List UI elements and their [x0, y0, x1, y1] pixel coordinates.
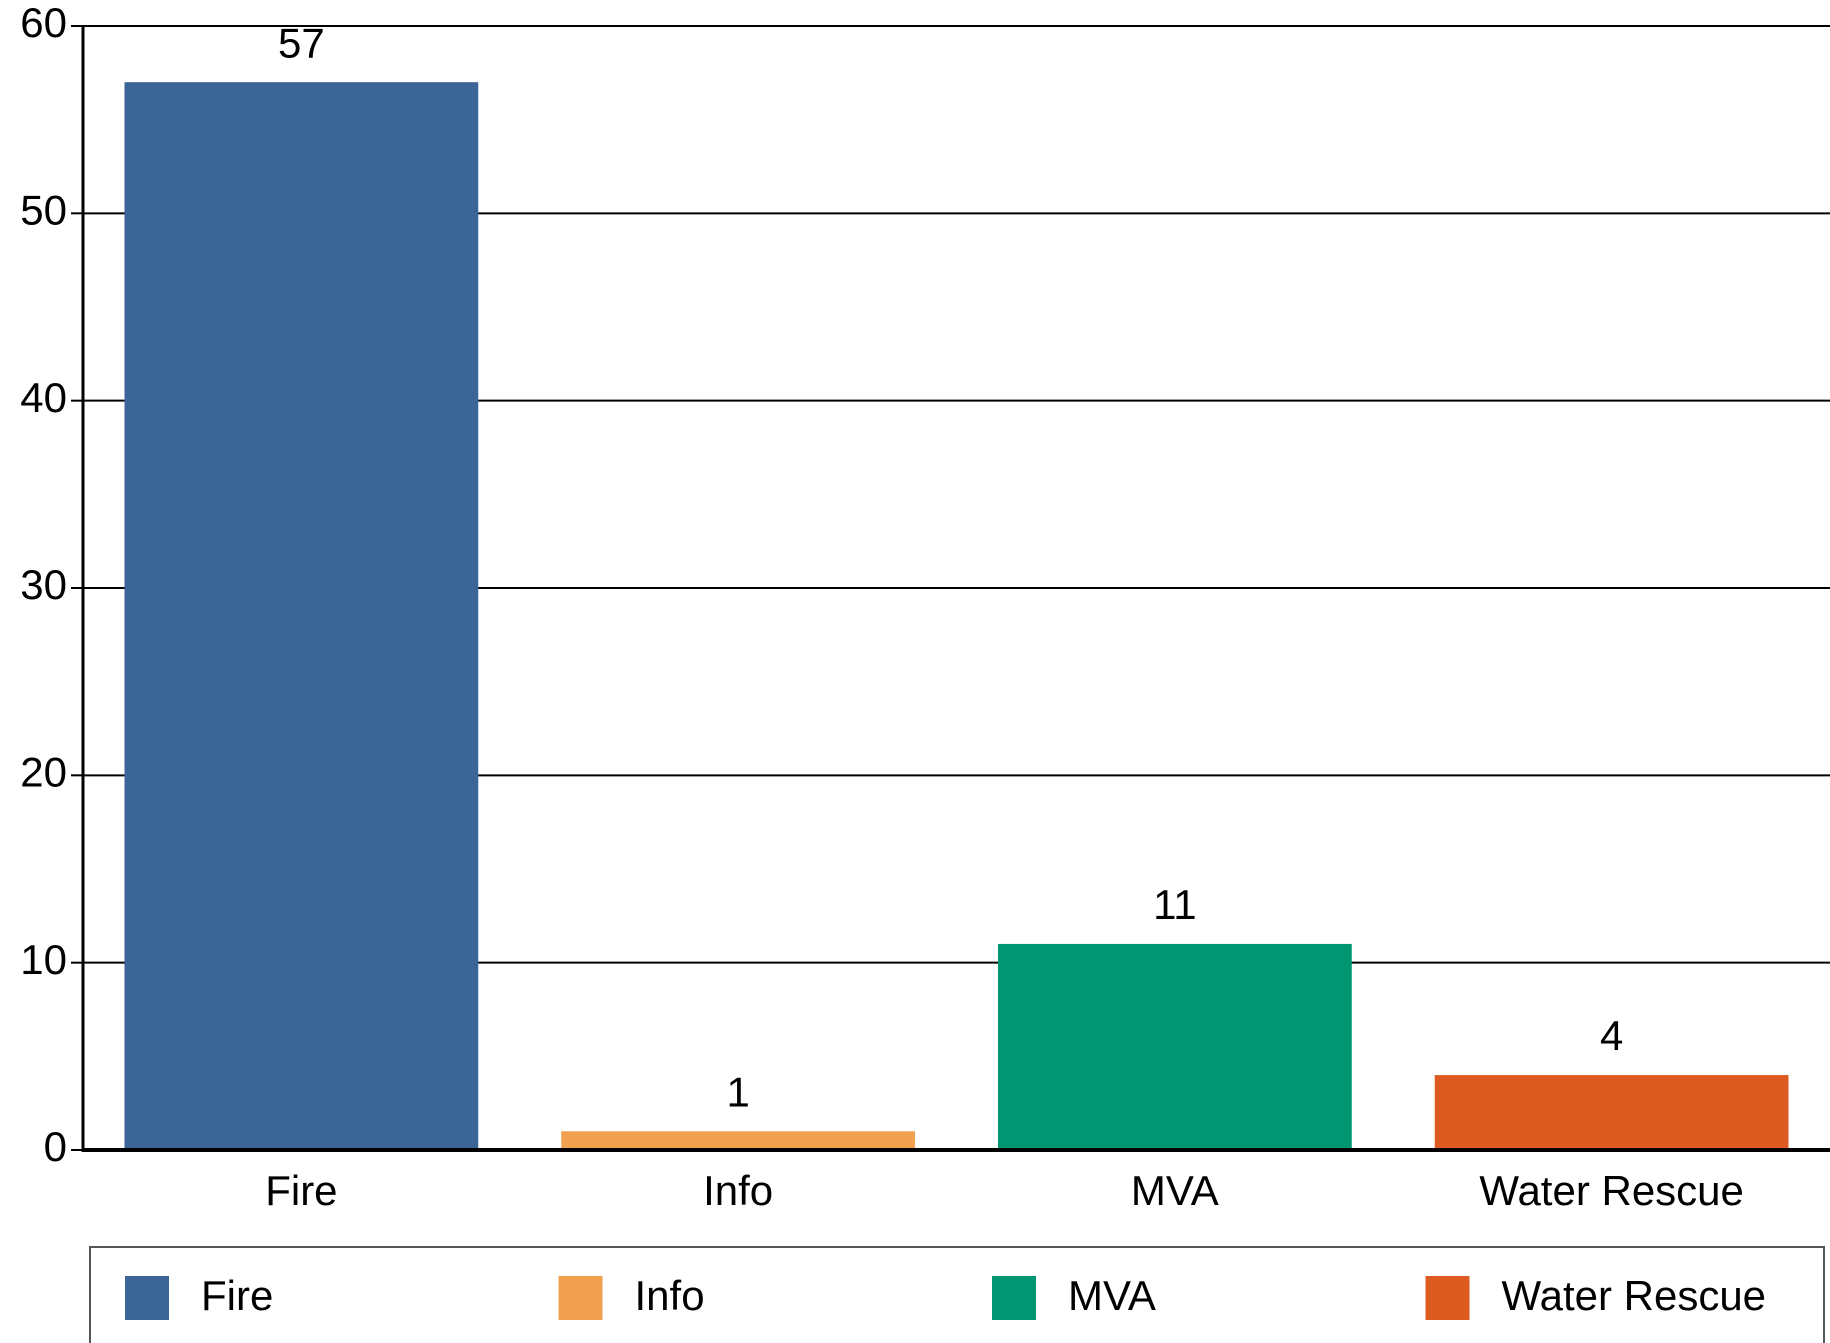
data-label: 57 [278, 19, 325, 66]
legend-swatch [1425, 1276, 1470, 1320]
x-tick-label: Water Rescue [1479, 1167, 1744, 1214]
data-label: 11 [1153, 881, 1197, 928]
x-tick-label: Info [703, 1167, 773, 1214]
legend-swatch [992, 1276, 1036, 1320]
legend-swatch [125, 1276, 169, 1320]
y-tick-label: 50 [20, 186, 67, 233]
y-tick-label: 60 [20, 0, 67, 46]
legend-label: Fire [201, 1272, 273, 1319]
x-tick-label: MVA [1131, 1167, 1219, 1214]
x-tick-label: Fire [265, 1167, 337, 1214]
y-tick-label: 10 [20, 936, 67, 983]
legend-box [89, 1246, 1825, 1343]
bar [1434, 1075, 1789, 1150]
y-tick-label: 20 [20, 748, 67, 795]
legend-label: Water Rescue [1502, 1272, 1767, 1319]
data-label: 4 [1600, 1012, 1623, 1059]
bar [997, 943, 1352, 1150]
legend-label: Info [635, 1272, 705, 1319]
y-tick-label: 30 [20, 561, 67, 608]
legend-label: MVA [1068, 1272, 1156, 1319]
bar [561, 1131, 916, 1150]
legend-swatch [558, 1276, 603, 1320]
bar [124, 82, 479, 1151]
y-tick-label: 0 [44, 1123, 67, 1170]
y-tick-label: 40 [20, 374, 67, 421]
data-label: 1 [726, 1068, 749, 1115]
